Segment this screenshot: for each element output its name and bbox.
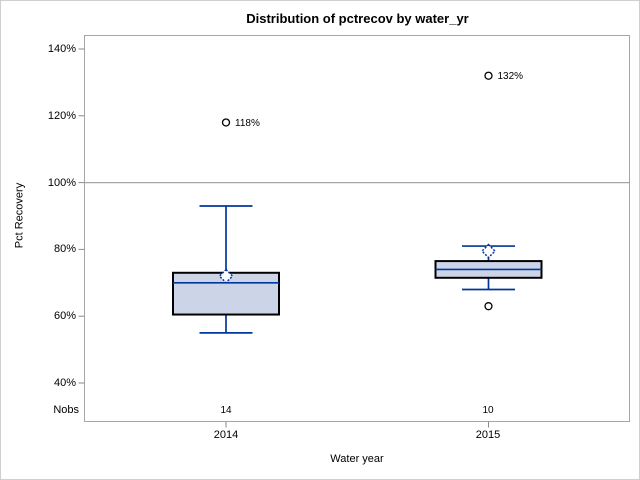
nobs-value-2015: 10	[482, 405, 494, 416]
chart-title: Distribution of pctrecov by water_yr	[246, 11, 469, 26]
y-tick-label-60: 60%	[53, 310, 76, 323]
y-tick-label-40: 40%	[53, 377, 76, 389]
x-axis-label: Water year	[330, 453, 384, 465]
mean-diamond	[218, 268, 234, 284]
nobs-value-2014: 14	[220, 405, 232, 416]
y-tick-label-120: 120%	[47, 109, 76, 122]
nobs-row-label: Nobs	[53, 404, 79, 416]
mean-diamond	[480, 243, 497, 259]
x-category-label-2014: 2014	[213, 429, 239, 441]
outlier-label: 118%	[235, 118, 260, 129]
x-category-label-2015: 2015	[475, 429, 501, 441]
y-tick-label-80: 80%	[53, 243, 76, 256]
outlier-point	[221, 118, 231, 127]
outlier-label: 132%	[498, 71, 524, 82]
outlier-point	[484, 302, 493, 311]
outlier-point	[484, 71, 493, 80]
y-tick-label-140: 140%	[47, 43, 76, 55]
y-tick-label-100: 100%	[47, 176, 76, 189]
plot-frame	[84, 35, 630, 422]
